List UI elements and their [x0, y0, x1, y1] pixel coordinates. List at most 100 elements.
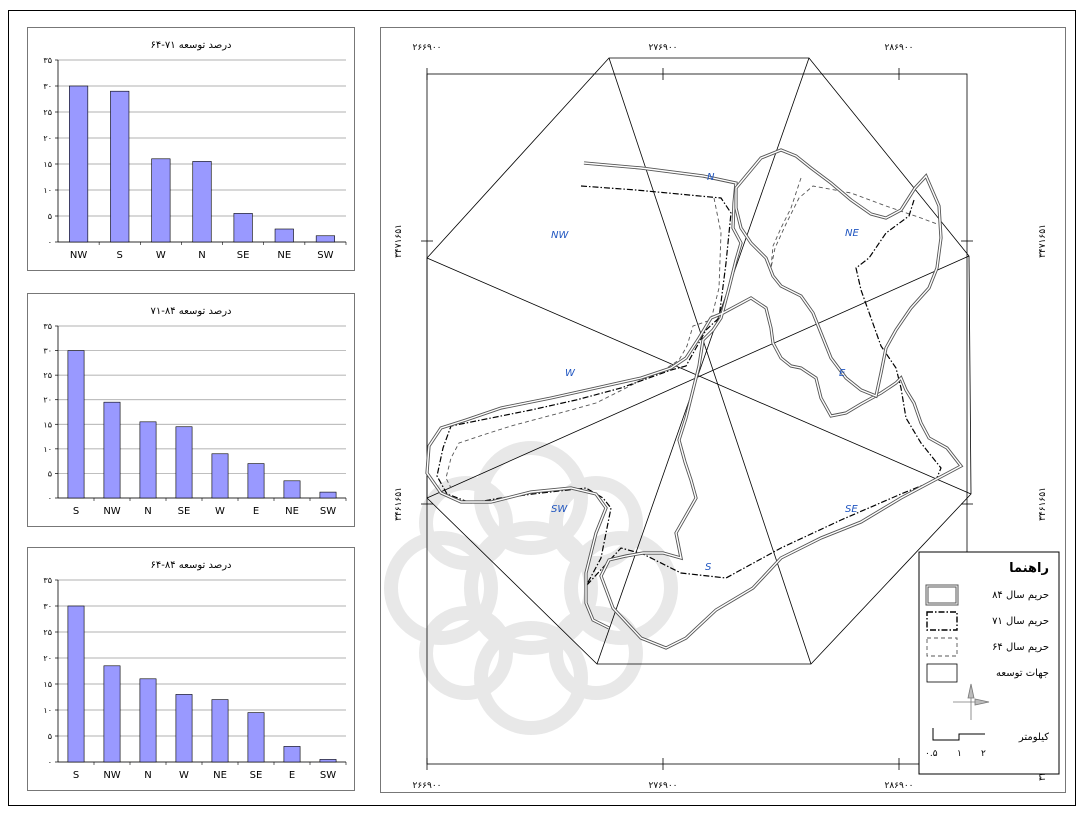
x-tick-label: SE [178, 506, 191, 517]
coord-right-1: ۳۴۷۱۶۵۱ [1038, 224, 1048, 258]
y-tick-label: ۱۵ [43, 420, 52, 429]
x-tick-label: SW [320, 770, 336, 781]
chart-panel-2: درصد توسعه ۸۴-۷۱ ۰ ۵ ۱۰ ۱۵ ۲۰ ۲۵ ۳۰ ۳۵ S NW N SE W E NE… [27, 293, 355, 527]
bar-se [247, 712, 265, 763]
x-tick-label: NE [213, 770, 227, 781]
boundary-2005-inner [426, 162, 963, 649]
coord-top-1: ۲۶۶۹۰۰ [412, 43, 441, 53]
legend-swatch-directions [926, 663, 958, 683]
north-arrow-icon [953, 683, 990, 720]
coord-top-2: ۲۷۶۹۰۰ [648, 43, 677, 53]
bar-chart-1992-2005: درصد توسعه ۸۴-۷۱ ۰ ۵ ۱۰ ۱۵ ۲۰ ۲۵ ۳۰ ۳۵ S NW N SE W E NE… [43, 306, 347, 517]
coord-left-1: ۳۴۷۱۶۵۱ [394, 224, 404, 258]
scale-tick-2: ۲ [981, 749, 986, 759]
y-tick-label: ۱۵ [43, 680, 52, 689]
direction-label-nw: NW [551, 230, 569, 241]
direction-label-se: SE [845, 504, 858, 515]
chart-title: درصد توسعه ۷۱-۶۴ [150, 40, 231, 51]
x-tick-label: N [144, 506, 151, 517]
boundary-1964-northeast [770, 177, 938, 269]
direction-labels: N NE E SE S SW W NW [551, 172, 859, 573]
x-tick-label: SW [317, 250, 333, 261]
bar-sw [319, 759, 337, 763]
map-panel: ۲۶۶۹۰۰ ۲۷۶۹۰۰ ۲۸۶۹۰۰ ۲۶۶۹۰۰ ۲۷۶۹۰۰ ۲۸۶۹۰… [380, 27, 1066, 793]
x-tick-label: W [179, 770, 189, 781]
bar-se [233, 213, 253, 243]
y-tick-label: ۰ [48, 238, 52, 247]
legend-swatch-1992 [926, 611, 958, 631]
bar-s [67, 605, 85, 763]
y-tick-label: ۳۰ [43, 602, 52, 611]
bar-nw [103, 401, 121, 499]
bar-s [67, 350, 85, 499]
x-tick-label: E [253, 506, 259, 517]
scale-tick-1: ۱ [957, 749, 962, 759]
bar-ne [283, 480, 301, 499]
x-tick-label: S [117, 250, 123, 261]
development-directions-map: ۲۶۶۹۰۰ ۲۷۶۹۰۰ ۲۸۶۹۰۰ ۲۶۶۹۰۰ ۲۷۶۹۰۰ ۲۸۶۹۰… [384, 43, 1060, 791]
direction-label-e: E [839, 368, 846, 379]
coordinate-ticks [421, 68, 973, 770]
y-tick-label: ۲۰ [43, 396, 52, 405]
scale-label: کیلومتر [1018, 732, 1049, 743]
chart-title: درصد توسعه ۸۴-۶۴ [150, 560, 231, 571]
legend-label-1992: حریم سال ۷۱ [992, 616, 1049, 627]
chart-title: درصد توسعه ۸۴-۷۱ [150, 306, 231, 317]
legend-label-1964: حریم سال ۶۴ [992, 642, 1049, 653]
legend-swatch-2005-inner [926, 585, 958, 605]
x-tick-label: SE [250, 770, 263, 781]
y-tick-label: ۳۵ [43, 322, 52, 331]
direction-label-s: S [705, 562, 712, 573]
y-tick-label: ۳۰ [43, 347, 52, 356]
bar-nw [103, 665, 121, 763]
legend-label-directions: جهات توسعه [996, 668, 1049, 679]
coord-left-2: ۳۴۶۱۶۵۱ [394, 487, 404, 521]
bar-se [175, 426, 193, 499]
y-tick-label: ۰ [48, 494, 52, 503]
y-tick-label: ۲۵ [43, 628, 52, 637]
y-tick-label: ۱۰ [43, 186, 52, 195]
bar-e [247, 463, 265, 499]
legend-title: راهنما [1009, 561, 1049, 576]
x-tick-label: S [73, 506, 79, 517]
legend-swatch-1964 [926, 637, 958, 657]
boundary-2005-northeast-inner [735, 149, 942, 397]
boundary-1992 [436, 185, 942, 587]
y-tick-label: ۱۰ [43, 445, 52, 454]
x-tick-label: E [289, 770, 295, 781]
y-tick-label: ۵ [48, 212, 52, 221]
legend-box [918, 551, 1060, 775]
y-tick-label: ۲۰ [43, 654, 52, 663]
bar-n [192, 161, 212, 243]
x-tick-label: N [144, 770, 151, 781]
bar-sw [315, 235, 335, 243]
bar-ne [274, 228, 294, 243]
y-tick-label: ۱۵ [43, 160, 52, 169]
chart-panel-3: درصد توسعه ۸۴-۶۴ ۰ ۵ ۱۰ ۱۵ ۲۰ ۲۵ ۳۰ ۳۵ S NW N W NE SE E… [27, 547, 355, 791]
direction-label-w: W [565, 368, 576, 379]
boundary-2005-outer [425, 161, 964, 650]
x-tick-label: NW [103, 506, 120, 517]
watermark-logo [384, 441, 678, 735]
bar-sw [319, 491, 337, 499]
y-tick-label: ۲۵ [43, 108, 52, 117]
x-tick-label: NW [103, 770, 120, 781]
bar-w [175, 694, 193, 763]
x-tick-label: S [73, 770, 79, 781]
coord-bottom-2: ۲۷۶۹۰۰ [648, 781, 677, 791]
coord-right-2: ۳۴۶۱۶۵۱ [1038, 487, 1048, 521]
scale-bar [932, 728, 985, 741]
bar-n [139, 678, 157, 763]
y-tick-label: ۰ [48, 758, 52, 767]
map-legend: راهنما حریم سال ۸۴ حریم سال ۷۱ حریم سال … [918, 551, 1060, 775]
direction-label-sw: SW [551, 504, 568, 515]
x-tick-label: NE [277, 250, 291, 261]
bar-e [283, 746, 301, 763]
bar-nw [69, 85, 89, 243]
x-tick-label: SW [320, 506, 336, 517]
x-tick-label: W [156, 250, 166, 261]
y-tick-label: ۵ [48, 732, 52, 741]
coord-bottom-1: ۲۶۶۹۰۰ [412, 781, 441, 791]
chart-panel-1: درصد توسعه ۷۱-۶۴ ۰ ۵ ۱۰ ۱۵ ۲۰ ۲۵ ۳۰ ۳۵ NW S W N SE NE S… [27, 27, 355, 271]
